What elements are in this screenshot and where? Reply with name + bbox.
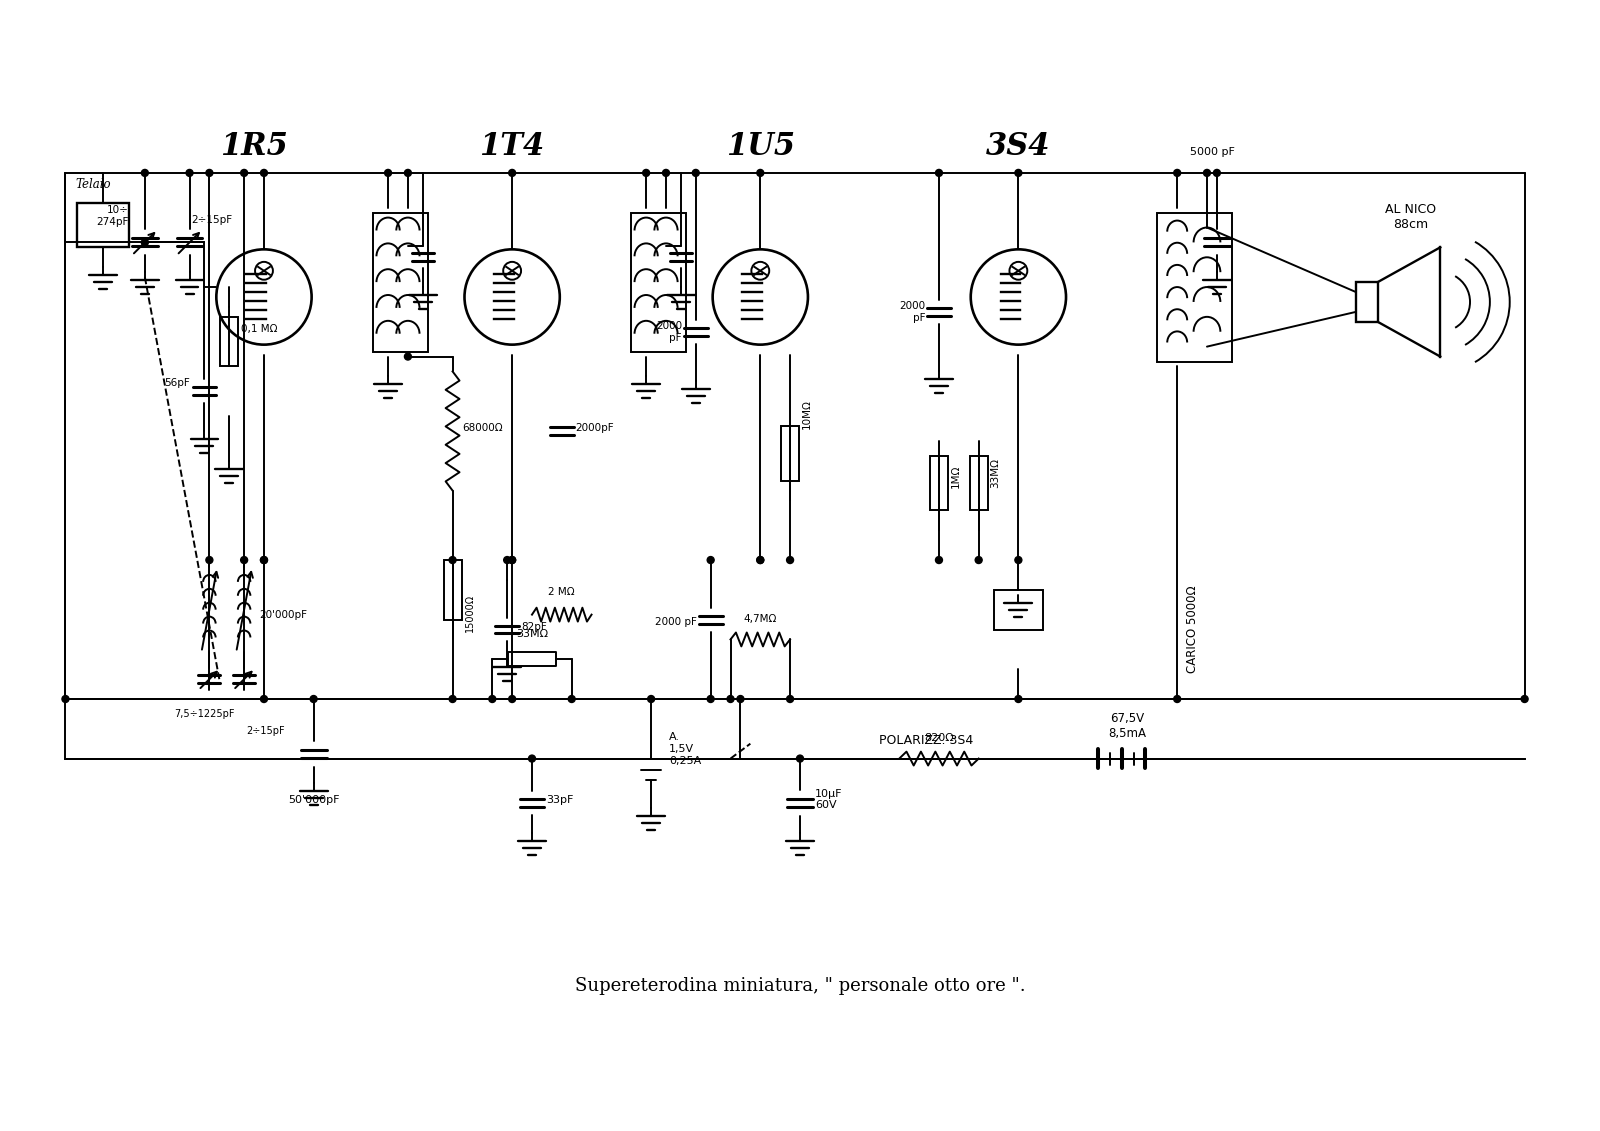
Circle shape [707,556,714,563]
Bar [221,317,238,366]
Circle shape [450,556,456,563]
Circle shape [240,170,248,176]
Text: 4,7MΩ: 4,7MΩ [744,614,778,623]
Text: 33pF: 33pF [546,795,573,805]
Text: 1T4: 1T4 [480,131,544,162]
Text: 2000
pF: 2000 pF [656,321,682,343]
Circle shape [141,170,149,176]
Text: 50'000pF: 50'000pF [288,795,339,805]
Circle shape [1522,696,1528,702]
Circle shape [787,696,794,702]
Circle shape [261,556,267,563]
Circle shape [1014,556,1022,563]
Circle shape [261,696,267,702]
Circle shape [528,756,536,762]
Bar [1355,282,1378,322]
Text: 10MΩ: 10MΩ [802,399,811,429]
Circle shape [1014,696,1022,702]
Text: 33MΩ: 33MΩ [515,630,549,639]
Text: 15000Ω: 15000Ω [464,594,475,631]
Text: 2000
pF: 2000 pF [899,301,925,322]
Text: 2000pF: 2000pF [576,423,614,433]
Text: Telaio: Telaio [75,178,110,191]
Bar [77,202,130,248]
Circle shape [757,556,763,563]
Circle shape [797,756,803,762]
Circle shape [450,696,456,702]
Text: 7,5÷1225pF: 7,5÷1225pF [174,709,235,719]
Circle shape [726,696,734,702]
Text: AL NICO
88cm: AL NICO 88cm [1386,202,1437,231]
Circle shape [62,696,69,702]
Bar [632,213,686,352]
Circle shape [240,556,248,563]
Text: 1U5: 1U5 [726,131,795,162]
Text: 20'000pF: 20'000pF [259,610,307,620]
Text: 0,1 MΩ: 0,1 MΩ [242,323,278,334]
Bar [781,426,798,481]
Circle shape [405,353,411,360]
Bar [994,590,1043,630]
Circle shape [648,696,654,702]
Circle shape [261,170,267,176]
Circle shape [206,170,213,176]
Circle shape [787,556,794,563]
Circle shape [1174,696,1181,702]
Circle shape [974,556,982,563]
Circle shape [1213,170,1221,176]
Text: 56pF: 56pF [163,379,189,388]
Circle shape [310,696,317,702]
Circle shape [936,556,942,563]
Text: 2÷15pF: 2÷15pF [246,726,285,736]
Circle shape [141,239,149,245]
Bar [443,560,461,620]
Circle shape [662,170,669,176]
Circle shape [1203,170,1211,176]
Circle shape [509,170,515,176]
Bar [373,213,427,352]
Circle shape [186,170,194,176]
Circle shape [643,170,650,176]
Circle shape [568,696,574,702]
Circle shape [490,696,496,702]
Bar [970,456,987,510]
Text: 10µF
60V: 10µF 60V [814,788,842,810]
Text: CARICO 5000Ω: CARICO 5000Ω [1186,586,1198,673]
Circle shape [504,556,510,563]
Text: 2000 pF: 2000 pF [654,616,696,627]
Text: 5000 pF: 5000 pF [1189,147,1234,157]
Text: 2÷15pF: 2÷15pF [192,215,232,225]
Circle shape [405,170,411,176]
Circle shape [509,696,515,702]
Text: 1R5: 1R5 [221,131,288,162]
Text: 68000Ω: 68000Ω [462,423,502,433]
Text: 820Ω: 820Ω [925,733,954,743]
Text: Supereterodina miniatura, " personale otto ore ".: Supereterodina miniatura, " personale ot… [574,977,1026,995]
Text: 3S4: 3S4 [986,131,1051,162]
Circle shape [757,556,763,563]
Text: 67,5V
8,5mA: 67,5V 8,5mA [1109,711,1147,740]
Circle shape [261,556,267,563]
Circle shape [738,696,744,702]
Circle shape [693,170,699,176]
Circle shape [707,696,714,702]
Bar [1157,213,1232,362]
Text: 274pF: 274pF [96,216,130,226]
Text: 82pF: 82pF [522,622,547,631]
Circle shape [384,170,392,176]
Circle shape [1174,170,1181,176]
Text: A.
1,5V
0,25A: A. 1,5V 0,25A [669,733,701,766]
Circle shape [509,556,515,563]
Circle shape [509,556,515,563]
Bar [930,456,947,510]
Circle shape [206,556,213,563]
Text: POLARIZZ. 3S4: POLARIZZ. 3S4 [880,734,974,746]
Text: 1MΩ: 1MΩ [950,464,962,487]
Text: 2 MΩ: 2 MΩ [549,587,574,597]
Circle shape [1014,170,1022,176]
Circle shape [936,170,942,176]
Text: 33MΩ: 33MΩ [990,458,1000,487]
Circle shape [757,170,763,176]
Text: 10÷: 10÷ [107,205,130,215]
